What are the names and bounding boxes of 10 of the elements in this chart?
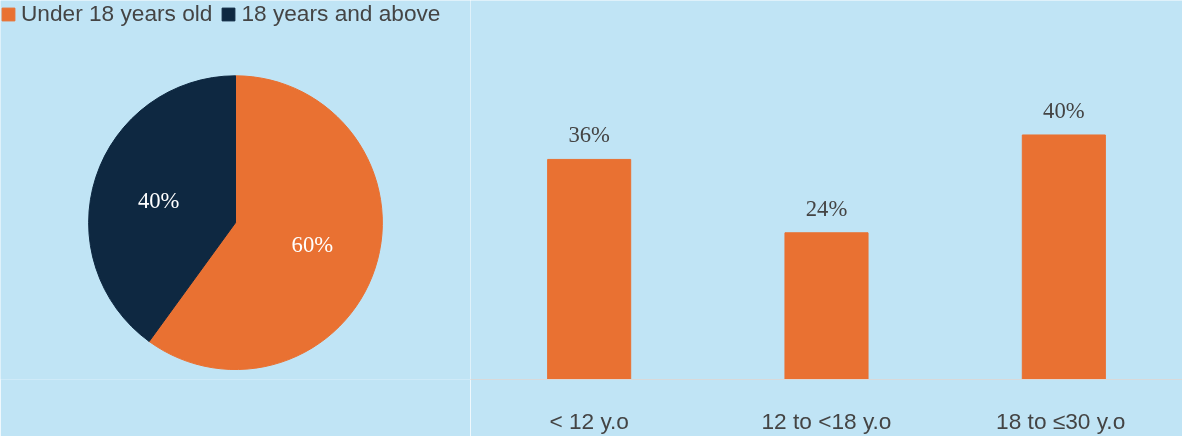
legend-label: 18 years and above (241, 0, 441, 27)
data-label: 36% (568, 122, 611, 148)
x-tick-label: < 12 y.o (549, 407, 629, 434)
data-label: 40% (1043, 97, 1085, 123)
x-tick-label: 12 to <18 y.o (761, 407, 892, 434)
data-label: 24% (805, 195, 848, 221)
legend-label: Under 18 years old (21, 0, 213, 27)
data-label: 60% (291, 232, 334, 258)
x-tick-label: 18 to ≤30 y.o (996, 407, 1126, 434)
data-label: 40% (137, 187, 180, 213)
